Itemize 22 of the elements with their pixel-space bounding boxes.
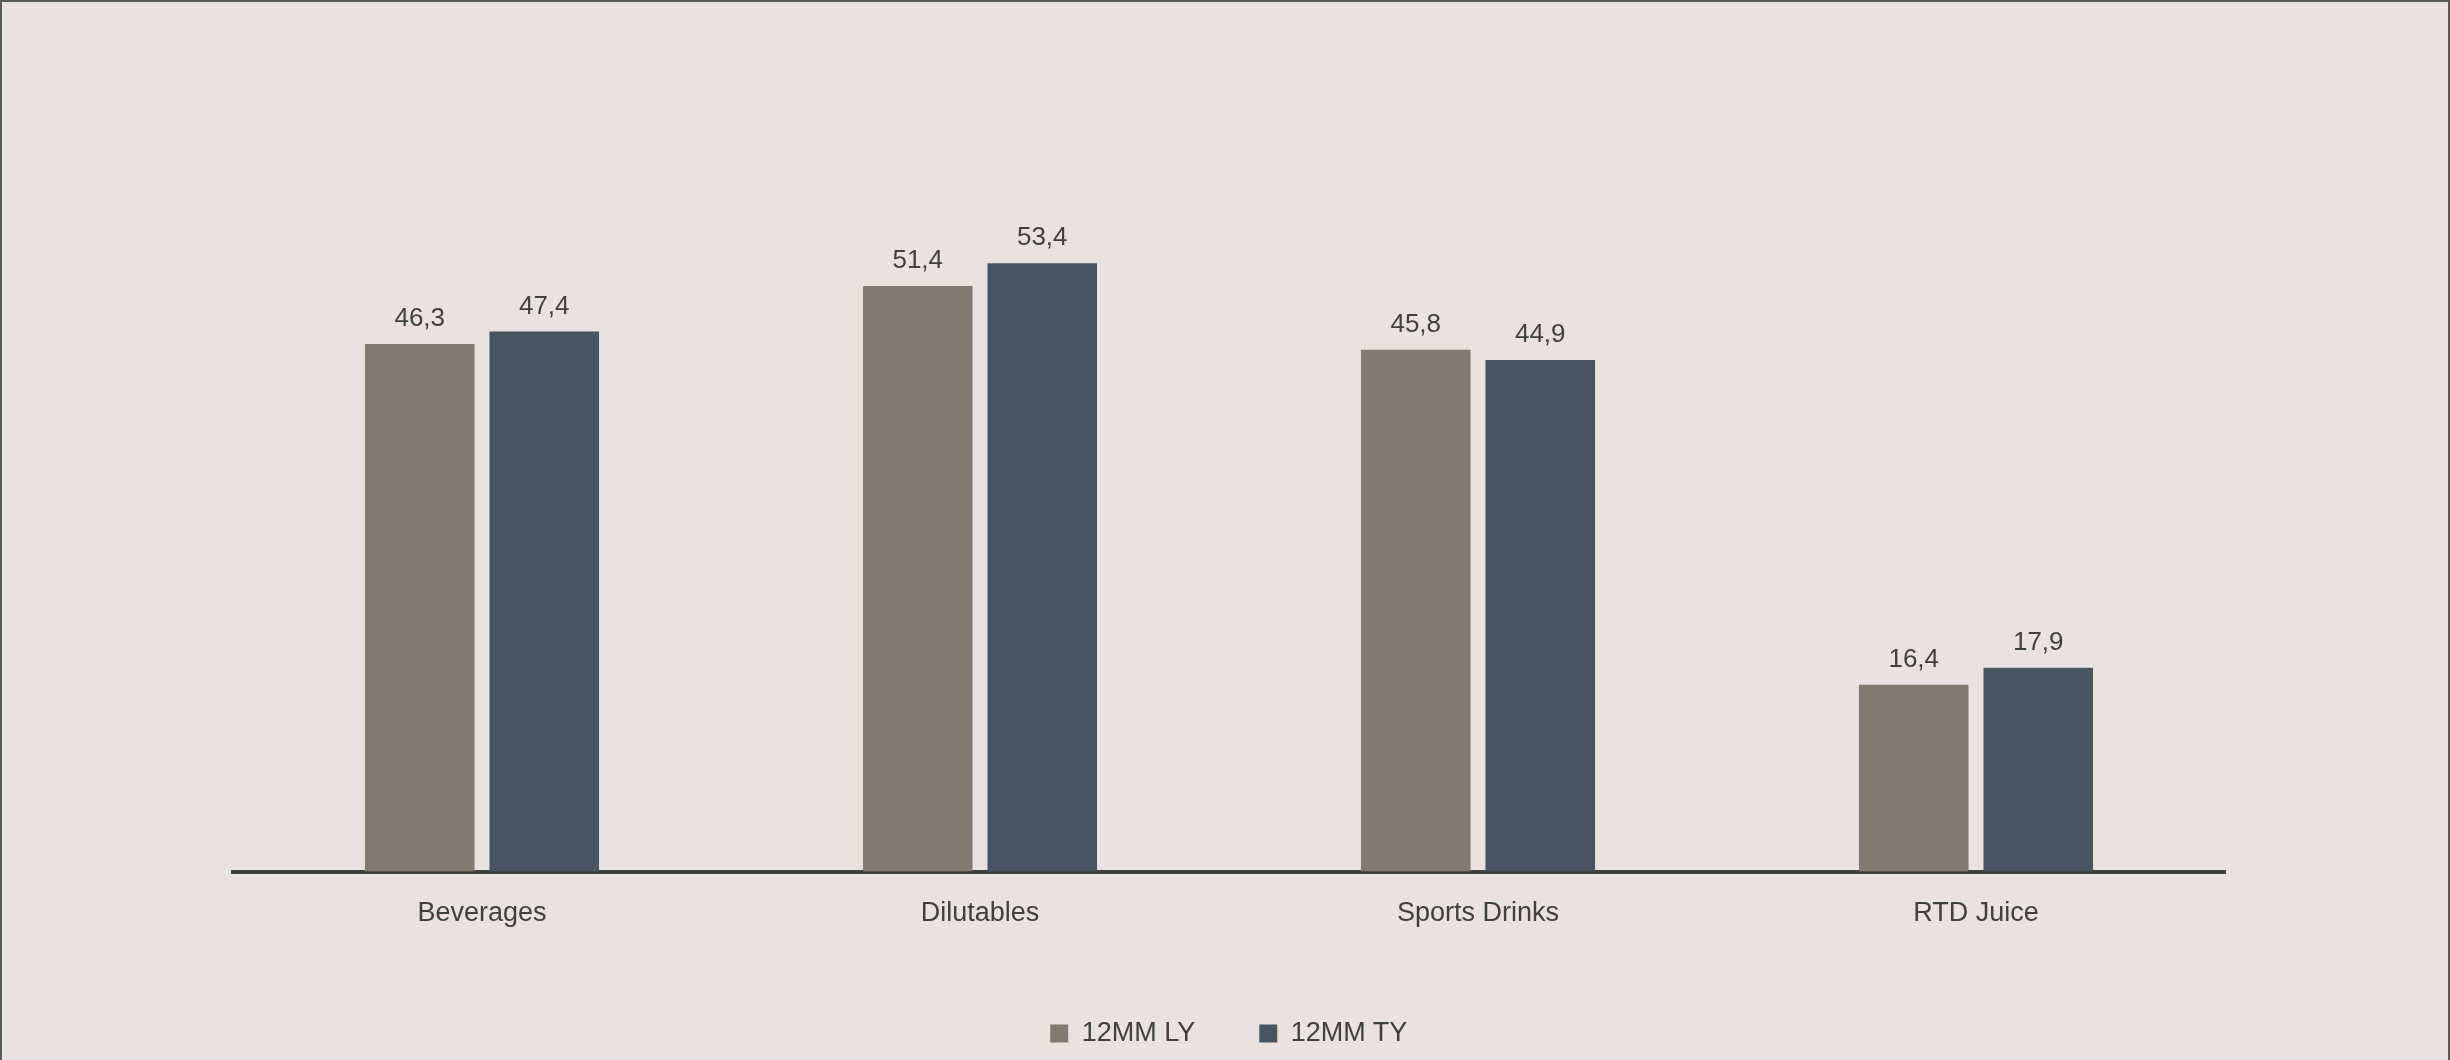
data-label: 16,4 (1888, 642, 1940, 673)
bar (862, 285, 973, 872)
x-tick-label: RTD Juice (1913, 897, 2039, 928)
bar (1983, 667, 2094, 872)
bar (987, 263, 1098, 872)
data-label: 53,4 (1016, 221, 1068, 252)
data-label: 44,9 (1514, 318, 1566, 349)
data-label: 45,8 (1390, 307, 1442, 338)
bar (364, 344, 475, 872)
data-label: 17,9 (2012, 625, 2064, 656)
bar (1485, 360, 1596, 872)
legend-label: 12MM LY (1081, 1016, 1196, 1047)
legend-label: 12MM TY (1290, 1016, 1408, 1047)
data-label: 47,4 (518, 289, 570, 320)
bar (1360, 349, 1471, 872)
x-tick-label: Sports Drinks (1396, 897, 1560, 928)
data-label: 46,3 (394, 302, 446, 333)
data-label: 51,4 (892, 244, 944, 275)
bar (489, 331, 600, 872)
bar (1858, 684, 1969, 872)
x-tick-label: Dilutables (920, 897, 1040, 928)
x-tick-label: Beverages (417, 897, 547, 928)
